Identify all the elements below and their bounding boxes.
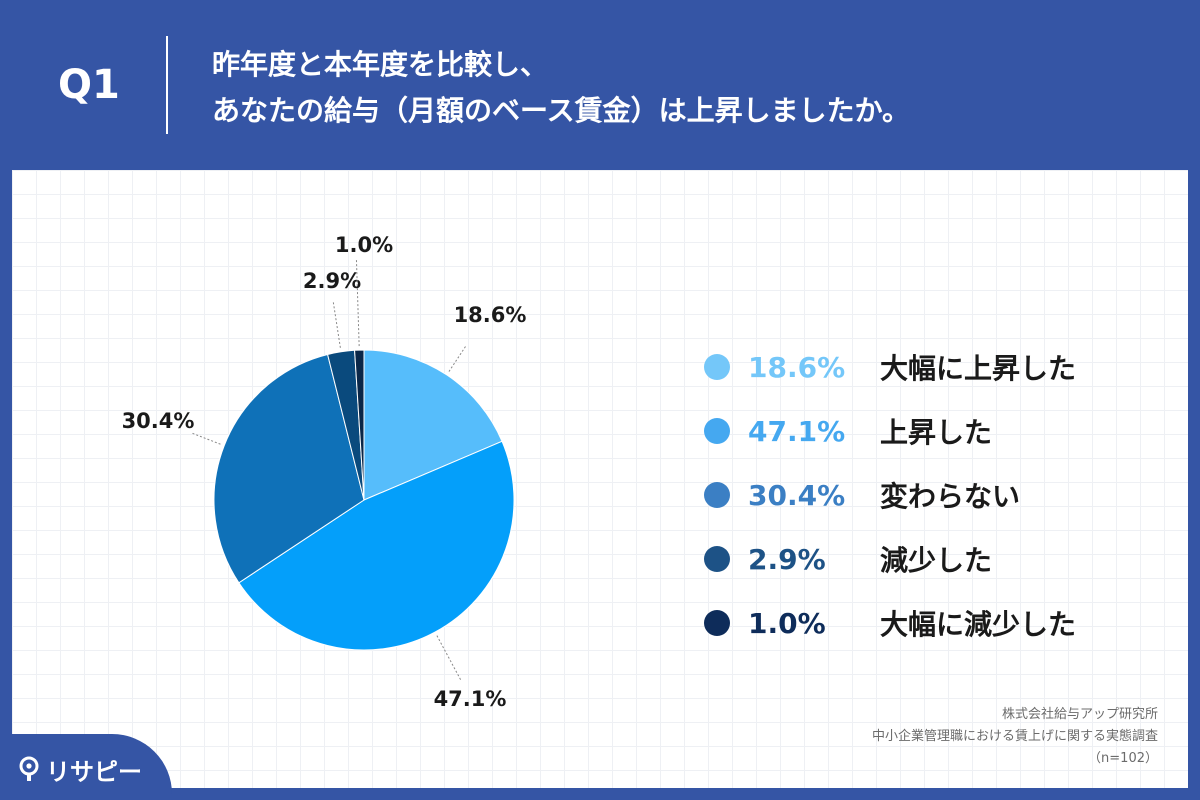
- legend-swatch: [704, 418, 730, 444]
- header-divider: [166, 36, 168, 134]
- data-label-1: 18.6%: [454, 303, 527, 327]
- legend: 18.6% 大幅に上昇した 47.1% 上昇した 30.4% 変わらない 2.9% 減少した 1…: [704, 335, 1076, 655]
- legend-label: 大幅に減少した: [880, 608, 1077, 641]
- question-number: Q1: [58, 62, 120, 108]
- source-note: 株式会社給与アップ研究所 中小企業管理職における賃上げに関する実態調査 （n=1…: [872, 704, 1158, 770]
- legend-item-3: 30.4% 変わらない: [704, 463, 1076, 527]
- legend-label: 上昇した: [880, 416, 993, 449]
- question-title-line-1: 昨年度と本年度を比較し、: [212, 48, 549, 81]
- legend-value: 30.4%: [748, 478, 846, 512]
- legend-label: 変わらない: [880, 480, 1021, 513]
- logo: リサピー: [18, 752, 142, 787]
- pie-slice-1: [363, 349, 503, 501]
- legend-item-4: 2.9% 減少した: [704, 527, 1076, 591]
- source-sample-size: （n=102）: [1088, 751, 1158, 766]
- data-label-3: 30.4%: [122, 409, 195, 433]
- legend-value: 2.9%: [748, 542, 826, 576]
- legend-value: 1.0%: [748, 606, 826, 640]
- legend-item-2: 47.1% 上昇した: [704, 399, 1076, 463]
- pie-slice-2: [238, 440, 515, 651]
- source-company: 株式会社給与アップ研究所: [1001, 707, 1158, 722]
- data-label-2: 47.1%: [434, 687, 507, 711]
- leader-line-3: [191, 432, 221, 445]
- question-title-line-2: あなたの給与（月額のベース賃金）は上昇しましたか。: [212, 94, 911, 127]
- legend-swatch: [704, 354, 730, 380]
- source-survey: 中小企業管理職における賃上げに関する実態調査: [871, 729, 1158, 744]
- legend-swatch: [704, 610, 730, 636]
- chart-panel: 18.6% 47.1% 30.4% 2.9% 1.0% 18.6% 大幅に上昇した 47.1…: [12, 170, 1188, 788]
- pie-slice-3: [213, 353, 365, 584]
- legend-swatch: [704, 482, 730, 508]
- legend-item-5: 1.0% 大幅に減少した: [704, 591, 1076, 655]
- legend-label: 大幅に上昇した: [880, 352, 1077, 385]
- legend-item-1: 18.6% 大幅に上昇した: [704, 335, 1076, 399]
- pie-slice-5: [354, 349, 365, 501]
- legend-label: 減少した: [880, 544, 993, 577]
- logo-text: リサピー: [46, 758, 142, 786]
- header: Q1 昨年度と本年度を比較し、 あなたの給与（月額のベース賃金）は上昇しましたか…: [0, 0, 1200, 170]
- leader-line-2: [436, 635, 462, 681]
- legend-swatch: [704, 546, 730, 572]
- lightbulb-icon: [19, 756, 39, 781]
- data-label-4: 2.9%: [303, 269, 361, 293]
- data-label-5: 1.0%: [335, 233, 393, 257]
- pie-chart: 18.6% 47.1% 30.4% 2.9% 1.0%: [122, 233, 527, 711]
- leader-line-1: [448, 344, 468, 372]
- leader-line-4: [332, 302, 341, 348]
- legend-value: 47.1%: [748, 414, 846, 448]
- legend-value: 18.6%: [748, 350, 846, 384]
- question-title: 昨年度と本年度を比較し、 あなたの給与（月額のベース賃金）は上昇しましたか。: [212, 42, 910, 134]
